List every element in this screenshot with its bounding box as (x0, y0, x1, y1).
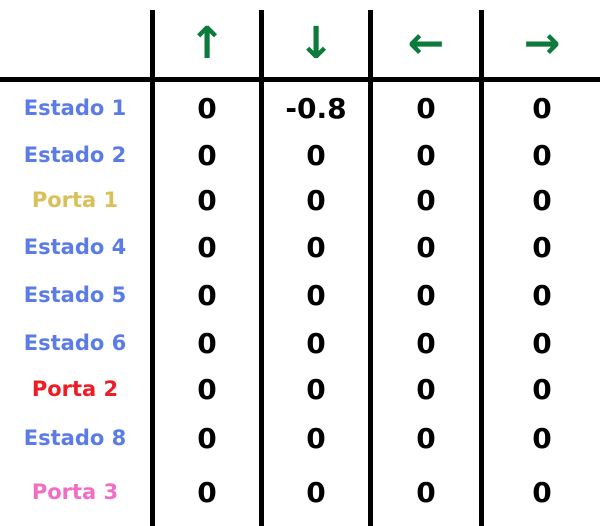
table-cell: 0 (197, 230, 217, 264)
table-cell: 0 (197, 278, 217, 312)
column-divider (259, 10, 264, 526)
arrow-left-icon: ← (407, 18, 445, 69)
row-label: Estado 5 (23, 283, 127, 307)
row-label: Estado 8 (23, 426, 127, 450)
table-cell: 0 (306, 230, 326, 264)
row-label: Estado 2 (23, 143, 127, 167)
table-cell: 0 (532, 230, 552, 264)
table-cell: 0 (416, 278, 436, 312)
table-cell: 0 (532, 138, 552, 172)
table-cell: 0 (416, 475, 436, 509)
arrow-up-icon: ↑ (188, 18, 226, 69)
table-cell: 0 (532, 475, 552, 509)
table-cell: 0 (532, 372, 552, 406)
table-cell: 0 (416, 372, 436, 406)
row-label: Porta 2 (31, 377, 119, 401)
row-label: Estado 6 (23, 331, 127, 355)
table-cell: 0 (532, 278, 552, 312)
table-cell: 0 (306, 138, 326, 172)
row-label: Estado 4 (23, 235, 127, 259)
table-cell: 0 (416, 183, 436, 217)
table-cell: 0 (197, 475, 217, 509)
arrow-right-icon: → (523, 18, 561, 69)
table-cell: 0 (197, 421, 217, 455)
table-cell: 0 (306, 372, 326, 406)
table-cell: 0 (306, 421, 326, 455)
table-cell: 0 (197, 372, 217, 406)
column-divider (368, 10, 373, 526)
row-label: Estado 1 (23, 96, 127, 120)
table-cell: 0 (532, 421, 552, 455)
table-cell: 0 (416, 230, 436, 264)
table-cell: 0 (306, 475, 326, 509)
table-cell: 0 (416, 91, 436, 125)
table-cell: -0.8 (285, 91, 347, 125)
row-label: Porta 1 (31, 188, 119, 212)
table-cell: 0 (197, 138, 217, 172)
table-cell: 0 (306, 326, 326, 360)
table-cell: 0 (416, 421, 436, 455)
header-divider (0, 77, 600, 82)
table-cell: 0 (197, 326, 217, 360)
table-cell: 0 (532, 91, 552, 125)
table-cell: 0 (197, 183, 217, 217)
table-cell: 0 (416, 326, 436, 360)
table-cell: 0 (306, 183, 326, 217)
table-cell: 0 (306, 278, 326, 312)
arrow-down-icon: ↓ (297, 18, 335, 69)
table-cell: 0 (416, 138, 436, 172)
column-divider (479, 10, 484, 526)
table-cell: 0 (197, 91, 217, 125)
column-divider (150, 10, 155, 526)
row-label: Porta 3 (31, 480, 119, 504)
table-cell: 0 (532, 326, 552, 360)
table-cell: 0 (532, 183, 552, 217)
